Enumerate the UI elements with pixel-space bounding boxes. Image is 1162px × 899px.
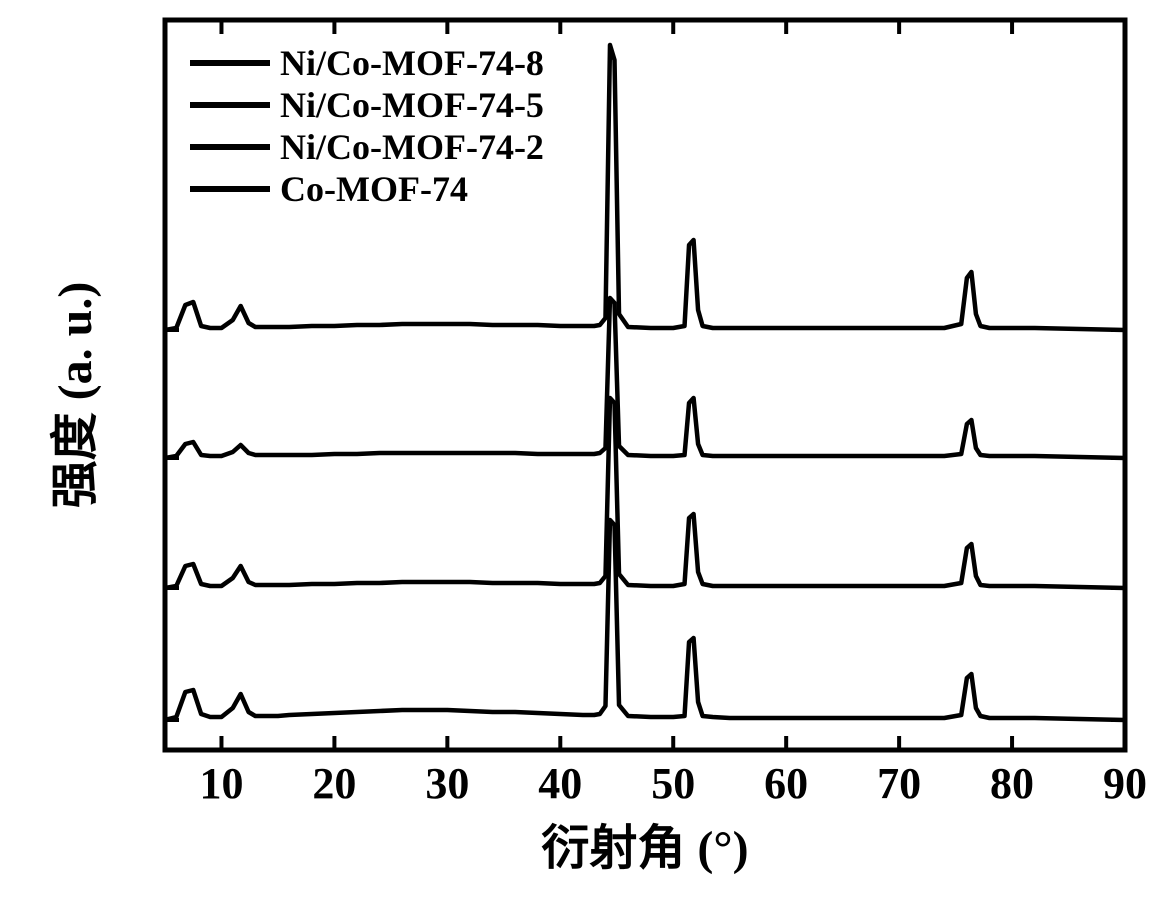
x-tick-label: 80	[972, 758, 1052, 809]
x-tick-label: 40	[520, 758, 600, 809]
xrd-trace	[165, 520, 1125, 720]
x-tick-label: 20	[294, 758, 374, 809]
xrd-figure: 强度 (a. u.) 102030405060708090 衍射角 (°) Ni…	[0, 0, 1162, 899]
legend-swatch	[190, 144, 270, 150]
legend: Ni/Co-MOF-74-8Ni/Co-MOF-74-5Ni/Co-MOF-74…	[190, 42, 544, 210]
x-tick-label: 90	[1085, 758, 1162, 809]
legend-swatch	[190, 60, 270, 66]
legend-label: Ni/Co-MOF-74-2	[280, 126, 544, 168]
legend-label: Co-MOF-74	[280, 168, 468, 210]
x-tick-label: 30	[407, 758, 487, 809]
x-tick-label: 60	[746, 758, 826, 809]
x-tick-label: 50	[633, 758, 713, 809]
legend-label: Ni/Co-MOF-74-5	[280, 84, 544, 126]
legend-item: Ni/Co-MOF-74-5	[190, 84, 544, 126]
x-axis-label: 衍射角 (°)	[485, 808, 805, 878]
x-tick-label: 70	[859, 758, 939, 809]
legend-item: Ni/Co-MOF-74-8	[190, 42, 544, 84]
legend-item: Ni/Co-MOF-74-2	[190, 126, 544, 168]
xrd-trace	[165, 398, 1125, 588]
legend-item: Co-MOF-74	[190, 168, 544, 210]
legend-label: Ni/Co-MOF-74-8	[280, 42, 544, 84]
legend-swatch	[190, 186, 270, 192]
legend-swatch	[190, 102, 270, 108]
x-tick-label: 10	[181, 758, 261, 809]
